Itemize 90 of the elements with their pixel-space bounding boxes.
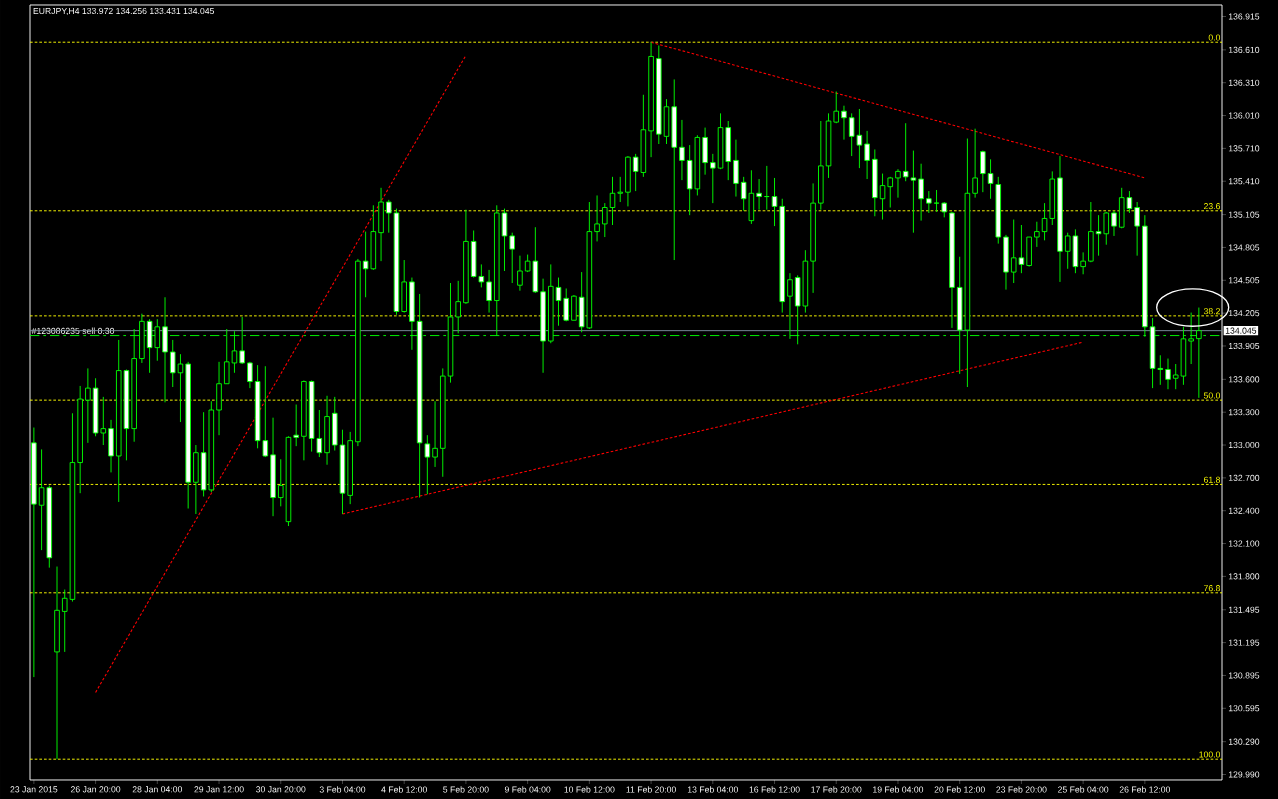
x-tick-label: 4 Feb 12:00 [381, 786, 427, 793]
chart-title: EURJPY,H4 133.972 134.256 133.431 134.045 [33, 7, 215, 16]
ref-line-label: 134.045 [1225, 327, 1257, 334]
candlestick [277, 458, 284, 507]
x-tick-label: 20 Feb 12:00 [934, 786, 985, 793]
candlestick [895, 168, 901, 199]
candlestick [247, 361, 253, 389]
x-tick-label: 25 Feb 04:00 [1058, 786, 1109, 793]
candlestick [980, 150, 986, 193]
x-tick-label: 13 Feb 04:00 [687, 786, 738, 793]
y-tick-label: 132.400 [1228, 507, 1260, 514]
candlestick [501, 208, 508, 272]
y-tick-label: 131.195 [1228, 639, 1260, 646]
annotation: 50.0 [1203, 392, 1221, 399]
candlestick [432, 400, 438, 468]
candlestick [771, 177, 778, 227]
annotation: 61.8 [1203, 476, 1221, 483]
candlestick [424, 434, 431, 495]
candlestick [563, 288, 569, 322]
x-tick-label: 26 Jan 20:00 [70, 786, 121, 793]
candlestick [385, 199, 392, 234]
candlestick [733, 139, 739, 198]
y-tick-label: 132.700 [1228, 474, 1260, 481]
candlestick [85, 367, 91, 444]
candlestick [756, 178, 762, 211]
x-tick-label: 23 Jan 2015 [10, 786, 58, 793]
y-tick-label: 136.010 [1228, 112, 1260, 119]
annotation: 0.0 [1208, 34, 1221, 41]
candlestick [486, 269, 492, 314]
y-tick-label: 132.100 [1228, 540, 1260, 547]
y-tick-label: 134.805 [1228, 244, 1260, 251]
candlestick [918, 163, 924, 222]
y-tick-label: 133.600 [1228, 376, 1260, 383]
y-tick-label: 135.105 [1228, 211, 1260, 218]
candlestick [926, 190, 932, 214]
y-tick-label: 134.205 [1228, 310, 1260, 317]
candlestick [833, 91, 840, 124]
y-tick-label: 136.310 [1228, 79, 1260, 86]
y-tick-label: 136.610 [1228, 46, 1260, 53]
y-tick-label: 136.915 [1228, 13, 1260, 20]
annotation: 38.2 [1203, 308, 1220, 315]
x-tick-label: 5 Feb 20:00 [443, 786, 489, 793]
x-tick-label: 3 Feb 04:00 [319, 786, 366, 793]
y-tick-label: 130.895 [1228, 672, 1260, 679]
candlestick [1134, 201, 1140, 257]
x-tick-label: 11 Feb 20:00 [626, 786, 676, 793]
candlestick [617, 176, 623, 203]
y-tick-label: 130.595 [1228, 705, 1260, 712]
x-tick-label: 26 Feb 12:00 [1119, 786, 1171, 793]
y-tick-label: 131.800 [1228, 573, 1260, 580]
y-tick-label: 135.410 [1228, 178, 1260, 185]
ref-line-label: #123086235 sell 0.30 [31, 327, 115, 334]
y-tick-label: 134.505 [1228, 277, 1260, 284]
x-tick-label: 30 Jan 20:00 [256, 786, 306, 793]
y-tick-label: 133.000 [1228, 441, 1260, 449]
y-tick-label: 135.710 [1228, 145, 1260, 152]
candlestick [517, 255, 523, 292]
x-tick-label: 10 Feb 12:00 [564, 786, 615, 793]
x-tick-label: 19 Feb 04:00 [873, 786, 924, 793]
candlestick [555, 277, 562, 327]
candlestick [1165, 358, 1171, 390]
candlestick [509, 232, 515, 284]
x-tick-label: 17 Feb 20:00 [811, 786, 862, 793]
candlestick [972, 128, 978, 199]
y-tick-label: 130.290 [1228, 738, 1260, 745]
candlestick [933, 189, 940, 213]
candlestick [1080, 251, 1086, 275]
candlestick [594, 194, 600, 242]
candlestick [987, 158, 994, 200]
candlestick [293, 404, 299, 447]
candlestick [602, 202, 608, 238]
y-tick-label: 131.495 [1228, 606, 1260, 613]
x-tick-label: 28 Jan 04:00 [132, 786, 183, 793]
candlestick [864, 130, 870, 180]
candlestick [455, 280, 461, 334]
y-tick-label: 129.990 [1228, 771, 1260, 778]
x-tick-label: 9 Feb 04:00 [504, 786, 551, 793]
y-tick-label: 133.300 [1228, 409, 1260, 416]
candlestick [1111, 210, 1117, 237]
annotation: 100.0 [1199, 751, 1221, 758]
x-tick-label: 23 Feb 20:00 [996, 786, 1047, 793]
x-tick-label: 29 Jan 12:00 [194, 786, 244, 793]
candlestick [841, 105, 847, 141]
y-tick-label: 133.905 [1228, 342, 1260, 350]
x-tick-label: 16 Feb 12:00 [749, 786, 800, 793]
candlestick [710, 153, 716, 204]
candlestick [679, 119, 685, 181]
annotation: 76.8 [1203, 585, 1221, 592]
annotation: 23.6 [1203, 203, 1221, 210]
candlestick [1034, 221, 1040, 248]
